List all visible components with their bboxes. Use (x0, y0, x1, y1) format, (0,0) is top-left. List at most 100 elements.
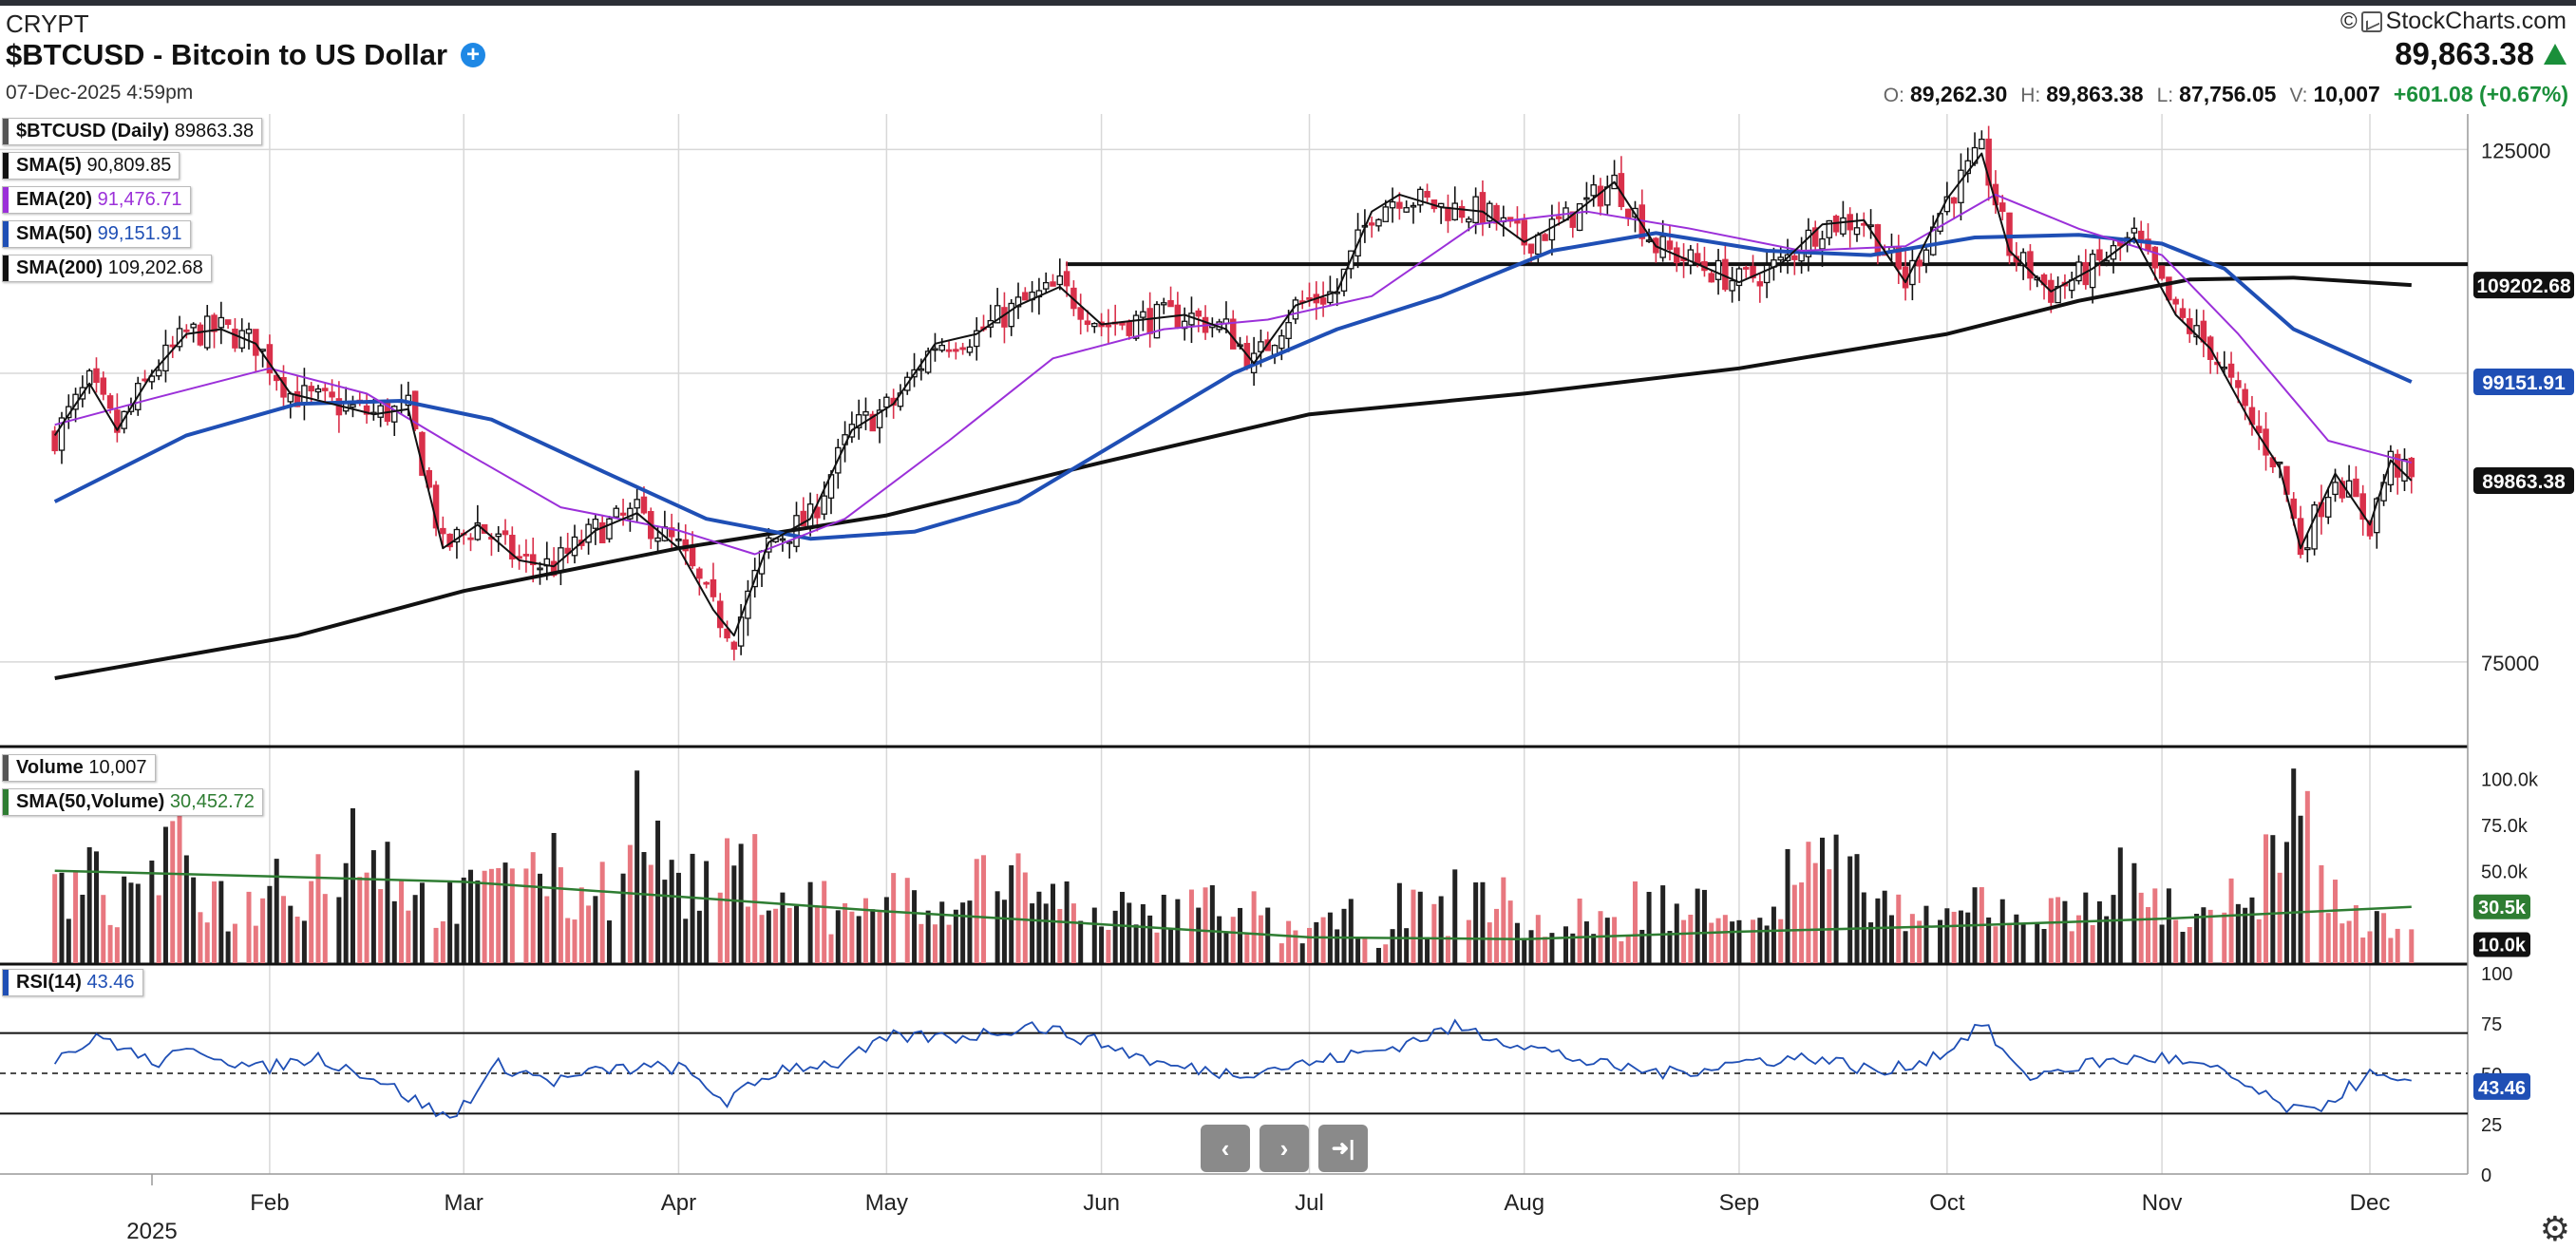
candle-body (155, 369, 162, 377)
top-bar (0, 0, 2576, 6)
volume-bar (1875, 898, 1881, 963)
candle-body (640, 496, 648, 514)
volume-bar (447, 881, 453, 963)
volume-bar (1722, 915, 1728, 963)
candle-body (2401, 459, 2408, 482)
volume-bar (1057, 908, 1063, 963)
volume-bar (2381, 913, 2387, 963)
volume-bar (1452, 869, 1458, 963)
volume-bar (1396, 882, 1402, 963)
candle-body (502, 530, 509, 536)
volume-bar (919, 923, 924, 963)
volume-axis-label: 75.0k (2481, 816, 2529, 837)
candle-body (924, 350, 932, 373)
volume-bar (1958, 910, 1963, 963)
volume-bar (2187, 927, 2192, 963)
volume-bar (862, 898, 868, 963)
legend-sma50[interactable]: SMA(50) 99,151.91 (2, 220, 191, 248)
candle-body (2179, 308, 2187, 318)
volume-bar (856, 916, 862, 963)
volume-bar (843, 902, 848, 963)
price-tag-label: 99151.91 (2482, 372, 2566, 394)
chevron-left-icon: ‹ (1221, 1133, 1230, 1163)
candle-body (668, 527, 675, 538)
volume-bar (1785, 848, 1790, 963)
scroll-end-button[interactable]: ➜| (1318, 1125, 1368, 1172)
candle-body (1791, 255, 1798, 260)
legend-sma200[interactable]: SMA(200) 109,202.68 (2, 255, 212, 282)
volume-bar (967, 900, 973, 963)
brand[interactable]: © StockCharts.com (2340, 8, 2567, 35)
legend-swatch (3, 119, 9, 144)
legend-volume-sma[interactable]: SMA(50,Volume) 30,452.72 (2, 788, 263, 816)
candle-body (2408, 457, 2415, 478)
volume-bar (1688, 915, 1694, 963)
candle-body (1542, 234, 1548, 241)
volume-bar (1070, 903, 1076, 963)
candle-body (724, 628, 730, 639)
candle-body (314, 388, 322, 393)
volume-bar (370, 850, 376, 963)
volume-bar (73, 871, 79, 963)
volume-bar (440, 920, 445, 963)
volume-bar (1383, 944, 1389, 963)
volume-bar (904, 878, 910, 963)
volume-bar (1203, 887, 1208, 963)
candle-body (529, 554, 537, 566)
candle-body (1742, 267, 1750, 270)
volume-bar (1106, 929, 1111, 963)
volume-bar (1791, 884, 1797, 963)
volume-bar (1238, 907, 1243, 963)
scroll-left-button[interactable]: ‹ (1201, 1125, 1250, 1172)
volume-bar (1036, 891, 1042, 963)
volume-bar (599, 862, 605, 963)
volume-bar (551, 832, 557, 963)
candle-body (855, 414, 862, 428)
candle-body (2158, 265, 2166, 279)
candle-body (1091, 322, 1098, 328)
legend-volume[interactable]: Volume 10,007 (2, 754, 156, 782)
volume-bar (225, 931, 231, 963)
legend-sma5[interactable]: SMA(5) 90,809.85 (2, 152, 180, 180)
candle-body (938, 344, 945, 351)
gear-icon[interactable]: ⚙ (2539, 1209, 2570, 1248)
candle-body (106, 395, 114, 409)
volume-bar (675, 872, 681, 963)
candle-body (1555, 216, 1563, 219)
volume-tag (2473, 894, 2530, 919)
volume-bar (59, 872, 65, 963)
scroll-right-button[interactable]: › (1260, 1125, 1309, 1172)
volume-bar (1355, 938, 1361, 963)
candle-body (634, 499, 640, 509)
candle-body (1195, 310, 1203, 317)
volume-bar (1244, 933, 1250, 963)
rsi-line (53, 1018, 2412, 1119)
volume-bar (2014, 914, 2019, 963)
add-symbol-button[interactable]: + (461, 43, 486, 67)
candle-body (2311, 503, 2318, 550)
volume-bar (2055, 897, 2061, 963)
candle-body (1916, 259, 1923, 267)
candle-body (509, 535, 516, 560)
legend-rsi[interactable]: RSI(14) 43.46 (2, 969, 143, 996)
volume-bar (1009, 864, 1014, 963)
candle-body (1424, 191, 1430, 199)
volume-bar (253, 925, 258, 963)
candle-body (1140, 311, 1146, 318)
candle-body (1548, 218, 1556, 241)
candle-body (1063, 271, 1070, 287)
volume-bar (2194, 914, 2200, 963)
volume-bar (66, 919, 71, 963)
candle-body (932, 348, 938, 351)
legend-ema20[interactable]: EMA(20) 91,476.71 (2, 186, 191, 214)
candle-body (329, 391, 335, 398)
volume-tag (2473, 932, 2530, 957)
candle-body (953, 349, 959, 352)
legend-price[interactable]: $BTCUSD (Daily) 89863.38 (2, 118, 263, 145)
candle-body (1597, 185, 1604, 207)
candle-body (613, 507, 620, 518)
last-price: 89,863.38 (2395, 36, 2567, 72)
volume-bar (669, 860, 674, 963)
volume-bar (1639, 929, 1645, 963)
